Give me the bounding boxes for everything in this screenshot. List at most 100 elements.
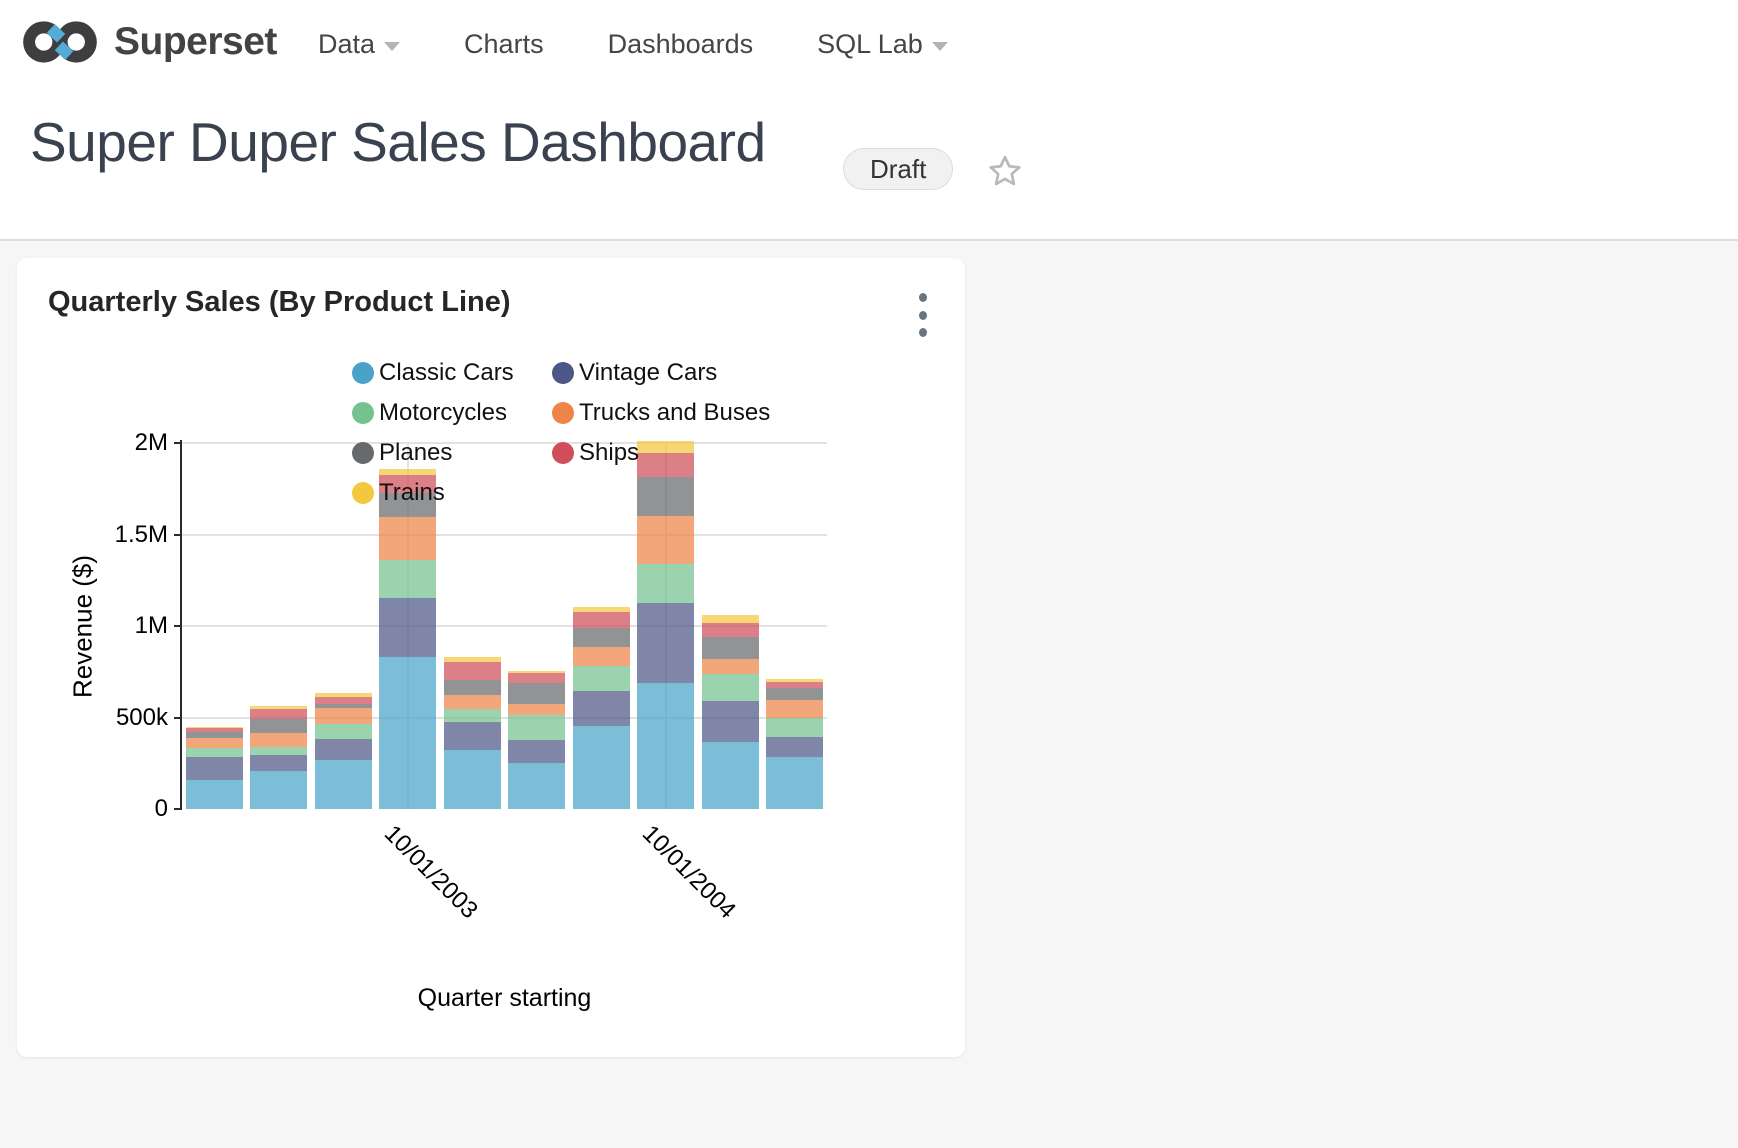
nav-item-data[interactable]: Data — [318, 29, 401, 60]
bar-segment[interactable] — [314, 739, 372, 760]
bar-segment[interactable] — [250, 732, 308, 748]
bar-segment[interactable] — [701, 742, 759, 809]
legend-item[interactable]: Trucks and Buses — [552, 401, 770, 425]
bar-segment[interactable] — [637, 476, 695, 517]
y-axis-tick — [174, 533, 182, 536]
bar-segment[interactable] — [766, 737, 824, 758]
bar-segment[interactable] — [443, 709, 501, 722]
bar-segment[interactable] — [379, 468, 437, 476]
bar-segment[interactable] — [443, 679, 501, 695]
bar-segment[interactable] — [314, 708, 372, 724]
y-axis-line — [180, 440, 182, 810]
page-title: Super Duper Sales Dashboard — [30, 111, 766, 173]
bar-segment[interactable] — [443, 694, 501, 710]
bar-segment[interactable] — [572, 647, 630, 667]
bar-segment[interactable] — [766, 757, 824, 809]
bar-segment[interactable] — [314, 693, 372, 697]
bar-segment[interactable] — [314, 703, 372, 709]
y-axis-tick-label: 1.5M — [114, 520, 168, 548]
bar-segment[interactable] — [572, 607, 630, 613]
bar-segment[interactable] — [508, 739, 566, 764]
gridline — [182, 442, 827, 444]
nav-item-label: SQL Lab — [817, 28, 923, 59]
bar-segment[interactable] — [314, 723, 372, 740]
bar-segment[interactable] — [379, 657, 437, 809]
bar-segment[interactable] — [766, 681, 824, 689]
bar-segment[interactable] — [185, 738, 243, 749]
bar-segment[interactable] — [379, 475, 437, 493]
legend-item[interactable]: Classic Cars — [352, 361, 552, 385]
bar-segment[interactable] — [250, 709, 308, 719]
superset-brand[interactable]: Superset — [18, 16, 277, 68]
bar-segment[interactable] — [185, 728, 243, 733]
nav-item-charts[interactable]: Charts — [464, 29, 544, 60]
bar-segment[interactable] — [314, 759, 372, 809]
legend-item[interactable]: Trains — [352, 481, 552, 505]
bar-segment[interactable] — [701, 674, 759, 701]
bar-segment[interactable] — [508, 672, 566, 683]
y-axis-tick — [174, 808, 182, 810]
legend-item[interactable]: Motorcycles — [352, 401, 552, 425]
bar-segment[interactable] — [701, 637, 759, 660]
bar-segment[interactable] — [379, 597, 437, 658]
bar-segment[interactable] — [701, 700, 759, 743]
superset-logo-icon — [18, 16, 102, 68]
bar-segment[interactable] — [185, 779, 243, 809]
bar-segment[interactable] — [443, 721, 501, 750]
y-axis-label: Revenue ($) — [67, 554, 98, 699]
bar-segment[interactable] — [379, 492, 437, 518]
bar-segment[interactable] — [701, 623, 759, 638]
x-axis-label: Quarter starting — [417, 984, 592, 1012]
bar-segment[interactable] — [508, 703, 566, 715]
bar-segment[interactable] — [508, 763, 566, 809]
bar-segment[interactable] — [572, 612, 630, 628]
bar-segment[interactable] — [766, 718, 824, 738]
bar-segment[interactable] — [314, 696, 372, 704]
bar-segment[interactable] — [185, 732, 243, 739]
bar-segment[interactable] — [250, 718, 308, 733]
bar-segment[interactable] — [637, 602, 695, 683]
bar-segment[interactable] — [701, 614, 759, 624]
legend-label: Classic Cars — [379, 359, 514, 386]
gridline — [182, 625, 827, 627]
bar-segment[interactable] — [701, 659, 759, 675]
bar-segment[interactable] — [766, 700, 824, 719]
bar-segment[interactable] — [637, 516, 695, 564]
bar-segment[interactable] — [379, 560, 437, 598]
dashboard-body: Quarterly Sales (By Product Line) 0 500k 1… — [0, 241, 1738, 1148]
bar-segment[interactable] — [572, 666, 630, 692]
favorite-star-icon[interactable] — [986, 152, 1024, 190]
bar-segment[interactable] — [508, 670, 566, 673]
bar-segment[interactable] — [443, 662, 501, 680]
bar-segment[interactable] — [185, 748, 243, 757]
bar-segment[interactable] — [572, 691, 630, 727]
bar-segment[interactable] — [508, 714, 566, 740]
bar-segment[interactable] — [572, 726, 630, 809]
bar-segment[interactable] — [572, 627, 630, 648]
bar-segment[interactable] — [250, 755, 308, 772]
bar-segment[interactable] — [637, 563, 695, 603]
bar-segment[interactable] — [637, 682, 695, 809]
bar-segment[interactable] — [508, 682, 566, 704]
bar-segment[interactable] — [637, 441, 695, 453]
legend-item[interactable]: Ships — [552, 441, 770, 465]
bar-segment[interactable] — [250, 705, 308, 710]
bar-segment[interactable] — [637, 452, 695, 477]
chart-menu-kebab-icon[interactable] — [911, 291, 935, 339]
chart-legend: Classic Cars Vintage Cars Motorcycles Truck… — [352, 353, 770, 513]
legend-item[interactable]: Vintage Cars — [552, 361, 770, 385]
bar-segment[interactable] — [185, 727, 243, 729]
bar-segment[interactable] — [766, 679, 824, 682]
bar-segment[interactable] — [443, 657, 501, 663]
nav-item-sql-lab[interactable]: SQL Lab — [817, 29, 948, 60]
bar-segment[interactable] — [250, 747, 308, 755]
legend-swatch-icon — [352, 362, 374, 384]
legend-item[interactable]: Planes — [352, 441, 552, 465]
bar-segment[interactable] — [443, 749, 501, 809]
bar-segment[interactable] — [379, 517, 437, 561]
nav-item-dashboards[interactable]: Dashboards — [608, 29, 754, 60]
bar-segment[interactable] — [185, 756, 243, 780]
bar-segment[interactable] — [766, 688, 824, 701]
bar-segment[interactable] — [250, 771, 308, 809]
x-axis-tick-label: 10/01/2004 — [636, 820, 741, 925]
